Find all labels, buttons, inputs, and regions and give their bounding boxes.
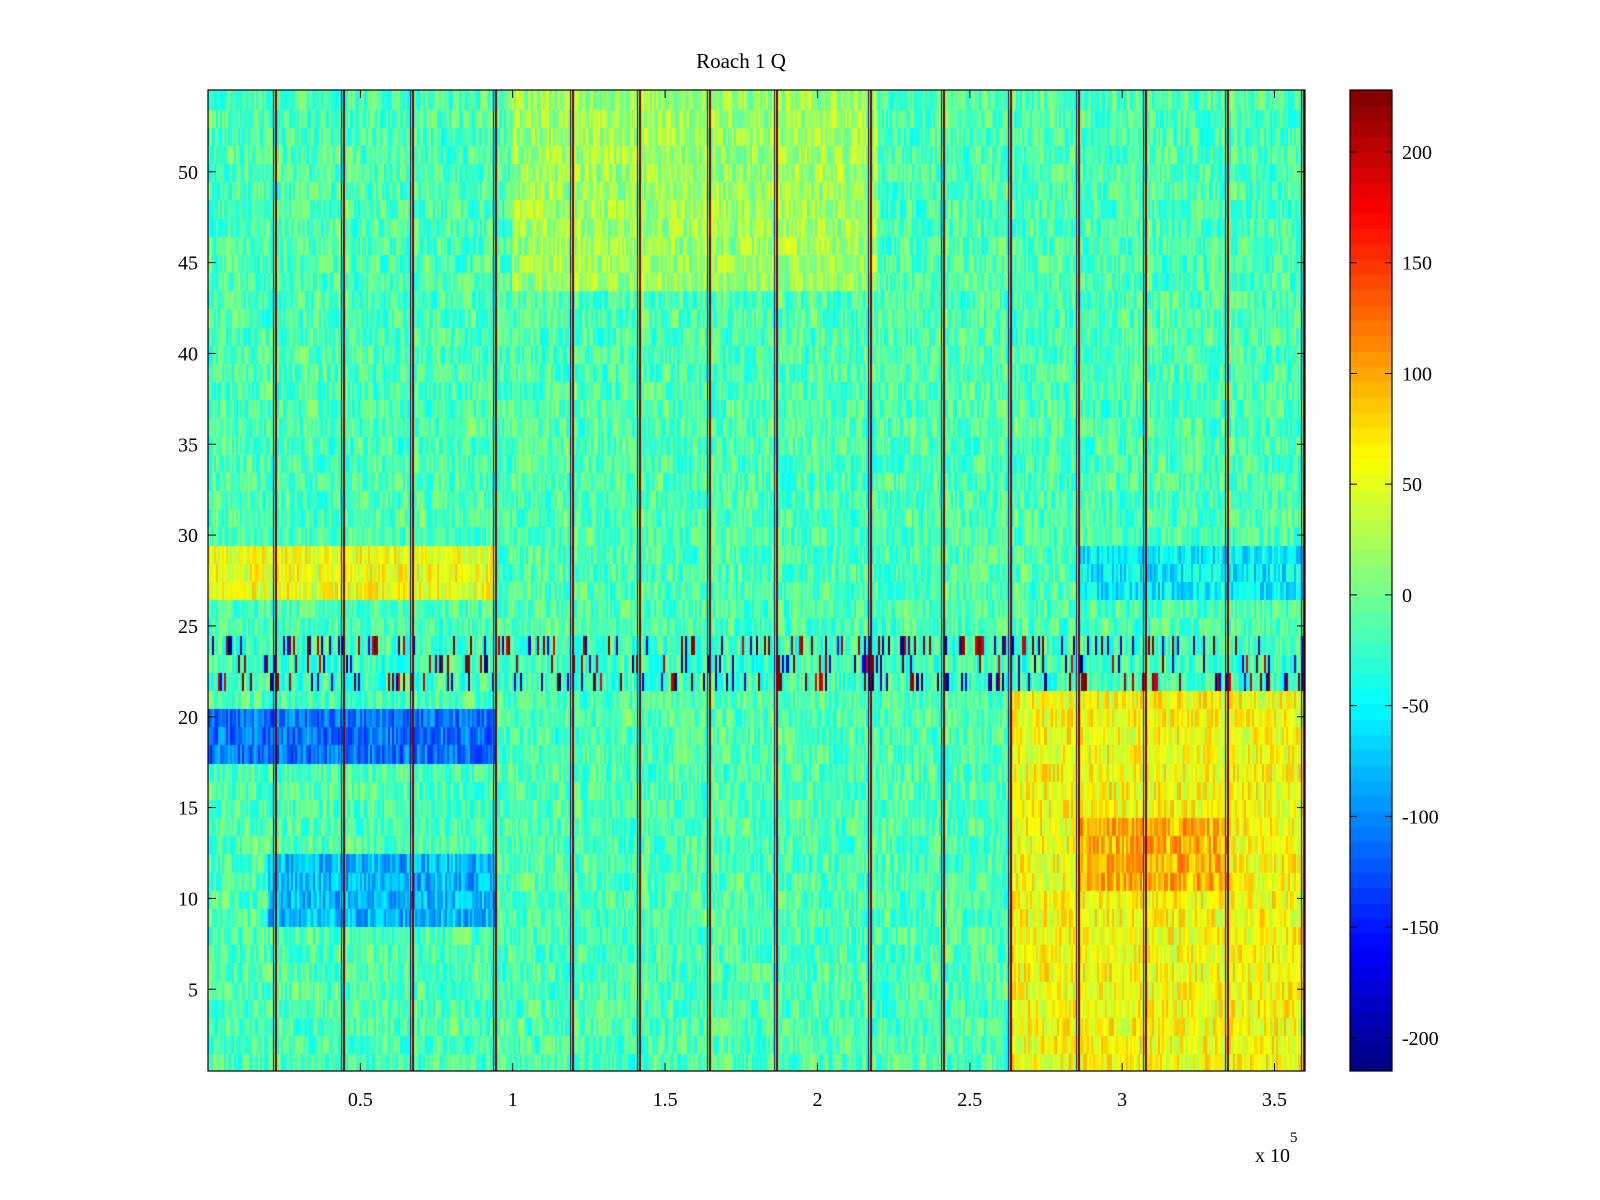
colorbar-tick-label: 50 — [1402, 474, 1422, 496]
x-axis-multiplier: x 10 — [1255, 1145, 1290, 1167]
x-tick-label: 2.5 — [957, 1089, 982, 1111]
plot-frame — [207, 89, 1306, 1072]
y-tick-label: 10 — [178, 888, 198, 910]
chart-title: Roach 1 Q — [696, 49, 786, 73]
colorbar-tick-label: -200 — [1402, 1028, 1439, 1050]
y-tick-label: 15 — [178, 798, 198, 820]
y-tick-label: 45 — [178, 253, 198, 275]
x-tick-label: 2 — [812, 1089, 822, 1111]
x-axis-multiplier-exponent: 5 — [1290, 1130, 1298, 1146]
colorbar-tick-label: -100 — [1402, 806, 1439, 828]
heatmap-plot-area — [207, 89, 1306, 1072]
x-tick-label: 0.5 — [348, 1089, 373, 1111]
colorbar-tick-label: -150 — [1402, 917, 1439, 939]
y-tick-label: 25 — [178, 616, 198, 638]
y-tick-label: 5 — [188, 979, 198, 1001]
colorbar-tick-label: 150 — [1402, 253, 1432, 275]
y-tick-label: 35 — [178, 434, 198, 456]
colorbar-tick-label: 0 — [1402, 585, 1412, 607]
colorbar: -200 -150 -100 -50 0 50 100 150 200 — [1349, 89, 1439, 1072]
colorbar-gradient — [1350, 90, 1392, 1071]
y-tick-label: 30 — [178, 525, 198, 547]
y-tick-label: 50 — [178, 162, 198, 184]
colorbar-ticks: -200 -150 -100 -50 0 50 100 150 200 — [1350, 142, 1439, 1050]
y-axis: 5 10 15 20 25 30 35 40 45 50 — [178, 162, 1305, 1001]
colorbar-tick-label: 200 — [1402, 142, 1432, 164]
x-tick-label: 3 — [1117, 1089, 1127, 1111]
colorbar-tick-label: 100 — [1402, 363, 1432, 385]
y-tick-label: 40 — [178, 343, 198, 365]
x-axis: 0.5 1 1.5 2 2.5 3 3.5 — [348, 90, 1287, 1111]
x-tick-label: 1 — [508, 1089, 518, 1111]
colorbar-frame — [1349, 89, 1393, 1072]
colorbar-tick-label: -50 — [1402, 696, 1429, 718]
x-tick-label: 1.5 — [653, 1089, 678, 1111]
heatmap-image — [208, 90, 1305, 1071]
x-tick-label: 3.5 — [1262, 1089, 1287, 1111]
y-tick-label: 20 — [178, 707, 198, 729]
